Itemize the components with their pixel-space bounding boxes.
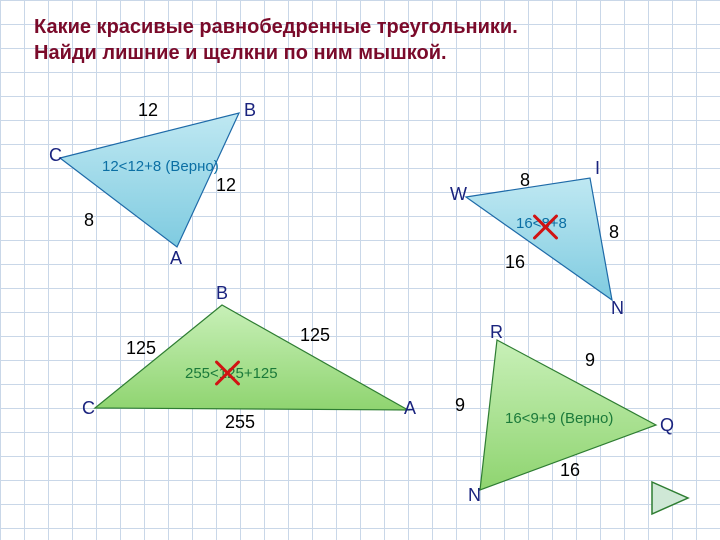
side-label: 9 — [455, 395, 465, 416]
vertex-label: С — [82, 398, 95, 419]
vertex-label: А — [404, 398, 416, 419]
side-label: 8 — [609, 222, 619, 243]
side-label: 16 — [560, 460, 580, 481]
side-label: 12 — [216, 175, 236, 196]
check-text: 16<9+9 (Верно) — [505, 410, 613, 427]
vertex-label: Q — [660, 415, 674, 436]
side-label: 16 — [505, 252, 525, 273]
vertex-label: В — [216, 283, 228, 304]
check-text: 12<12+8 (Верно) — [102, 158, 219, 175]
vertex-label: А — [170, 248, 182, 269]
side-label: 8 — [84, 210, 94, 231]
side-label: 125 — [300, 325, 330, 346]
side-label: 12 — [138, 100, 158, 121]
vertex-label: N — [611, 298, 624, 319]
side-label: 255 — [225, 412, 255, 433]
vertex-label: R — [490, 322, 503, 343]
triangles-layer — [0, 0, 720, 540]
play-icon — [650, 480, 690, 516]
vertex-label: В — [244, 100, 256, 121]
side-label: 9 — [585, 350, 595, 371]
vertex-label: С — [49, 145, 62, 166]
cross-icon — [212, 358, 242, 388]
side-label: 8 — [520, 170, 530, 191]
next-button[interactable] — [650, 480, 690, 516]
side-label: 125 — [126, 338, 156, 359]
vertex-label: W — [450, 184, 467, 205]
vertex-label: I — [595, 158, 600, 179]
cross-icon — [530, 212, 560, 242]
vertex-label: N — [468, 485, 481, 506]
